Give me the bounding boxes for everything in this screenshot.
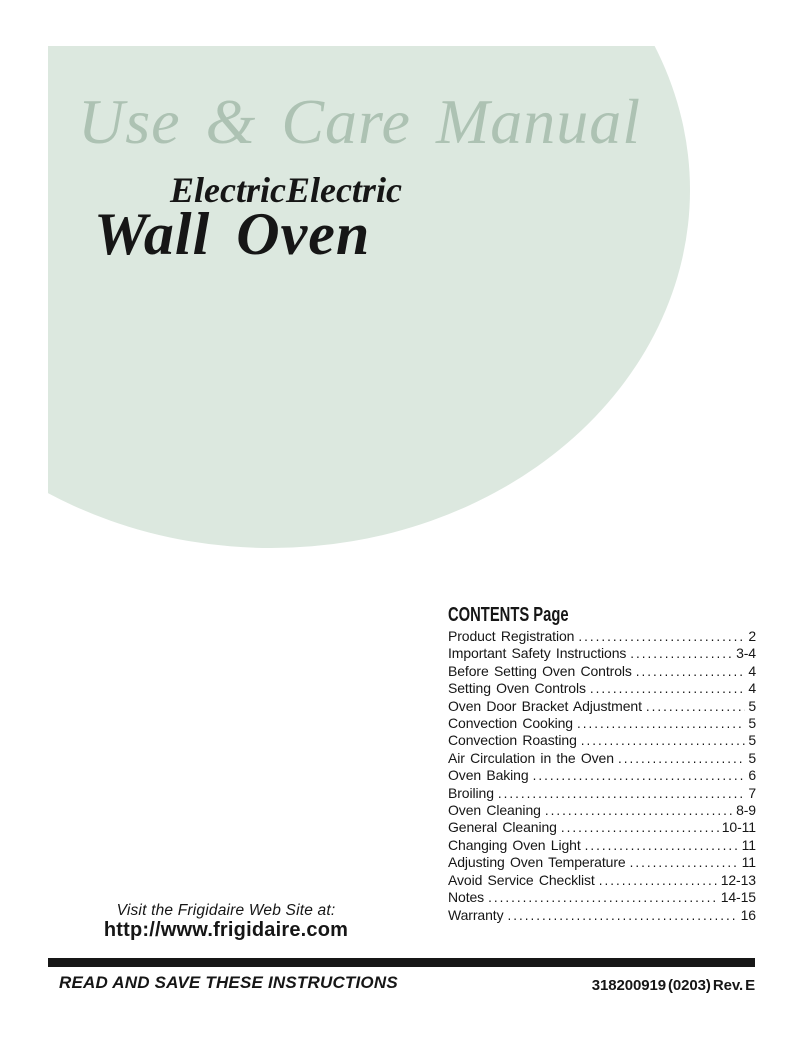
toc-item: Convection Roasting 5 xyxy=(448,732,756,749)
toc-item: Oven Door Bracket Adjustment 5 xyxy=(448,698,756,715)
part-number-text: 318200919 (0203) Rev. E xyxy=(591,977,755,994)
toc-item: Before Setting Oven Controls 4 xyxy=(448,663,756,680)
toc-item-page-number: 4 xyxy=(748,680,756,697)
toc-item-label: Important Safety Instructions xyxy=(448,645,627,662)
toc-item: Warranty 16 xyxy=(448,907,756,924)
toc-item-page-number: 7 xyxy=(748,784,756,801)
toc-item-page-number: 5 xyxy=(748,732,756,749)
toc-item-leader-dots xyxy=(590,680,745,697)
toc-item-leader-dots xyxy=(636,663,746,680)
toc-item-page-number: 6 xyxy=(748,767,756,784)
product-type-label: ElectricElectric xyxy=(170,170,402,210)
toc-item-page-number: 11 xyxy=(741,836,756,853)
toc-item: Convection Cooking 5 xyxy=(448,715,756,732)
toc-item-label: Convection Roasting xyxy=(448,732,577,749)
toc-item-label: Before Setting Oven Controls xyxy=(448,662,632,679)
toc-item: Adjusting Oven Temperature 11 xyxy=(448,854,756,871)
toc-item-label: Avoid Service Checklist xyxy=(448,871,595,888)
read-save-instructions-text: READ AND SAVE THESE INSTRUCTIONS xyxy=(59,973,398,992)
manual-script-title: Use & Care Manual xyxy=(78,86,642,157)
toc-item-leader-dots xyxy=(561,819,719,836)
toc-item: Setting Oven Controls 4 xyxy=(448,680,756,697)
toc-item-leader-dots xyxy=(578,628,745,645)
toc-item-page-number: 2 xyxy=(748,628,756,644)
toc-item-label: Product Registration xyxy=(448,628,575,644)
toc-item: Important Safety Instructions 3-4 xyxy=(448,645,756,662)
toc-item-page-number: 12-13 xyxy=(720,871,756,888)
separator-rule xyxy=(48,958,755,967)
toc-item-leader-dots xyxy=(630,645,733,662)
toc-item-page-number: 10-11 xyxy=(721,819,756,836)
toc-item-page-number: 14-15 xyxy=(720,889,756,906)
toc-item-page-number: 5 xyxy=(748,715,756,732)
toc-item-leader-dots xyxy=(533,767,746,784)
toc-item-label: Notes xyxy=(448,889,485,906)
toc-item: Oven Cleaning 8-9 xyxy=(448,802,756,819)
toc-item-leader-dots xyxy=(581,732,746,749)
toc-item-label: Changing Oven Light xyxy=(448,836,581,853)
toc-item-leader-dots xyxy=(630,854,739,871)
toc-item-page-number: 8-9 xyxy=(736,802,756,819)
toc-item-page-number: 4 xyxy=(748,662,756,679)
toc-item-label: Convection Cooking xyxy=(448,715,573,732)
toc-item-leader-dots xyxy=(618,750,745,767)
toc-item: Product Registration 2 xyxy=(448,628,756,645)
toc-item: Broiling 7 xyxy=(448,785,756,802)
toc-item: Changing Oven Light 11 xyxy=(448,837,756,854)
toc-item-page-number: 16 xyxy=(740,906,756,923)
contents-heading: CONTENTS Page xyxy=(448,603,569,626)
website-visit-text: Visit the Frigidaire Web Site at: xyxy=(116,902,336,919)
toc-item-leader-dots xyxy=(599,872,718,889)
toc-item-leader-dots xyxy=(488,889,718,906)
toc-item-page-number: 3-4 xyxy=(736,645,756,662)
toc-item-label: General Cleaning xyxy=(448,819,557,836)
toc-item-leader-dots xyxy=(577,715,745,732)
toc-item-label: Oven Baking xyxy=(448,767,529,784)
toc-item-page-number: 5 xyxy=(748,749,756,766)
toc-item-label: Broiling xyxy=(448,784,494,801)
toc-item-page-number: 5 xyxy=(748,697,756,714)
website-url-text: http://www.frigidaire.com xyxy=(103,919,349,941)
toc-item-leader-dots xyxy=(545,802,733,819)
toc-item-page-number: 11 xyxy=(741,854,756,871)
toc-item-label: Warranty xyxy=(448,906,504,923)
toc-item: General Cleaning 10-11 xyxy=(448,819,756,836)
contents-section: CONTENTS Page Product Registration 2 Imp… xyxy=(448,604,756,924)
toc-item-leader-dots xyxy=(498,785,745,802)
toc-item-leader-dots xyxy=(646,698,745,715)
toc-item-label: Oven Door Bracket Adjustment xyxy=(448,697,642,714)
toc-item-leader-dots xyxy=(585,837,739,854)
toc-item-label: Oven Cleaning xyxy=(448,802,541,819)
toc-item-label: Setting Oven Controls xyxy=(448,680,586,697)
website-block: Visit the Frigidaire Web Site at: http:/… xyxy=(70,902,382,941)
toc-item: Oven Baking 6 xyxy=(448,767,756,784)
toc-item: Avoid Service Checklist 12-13 xyxy=(448,872,756,889)
toc-item: Air Circulation in the Oven 5 xyxy=(448,750,756,767)
toc-list: Product Registration 2 Important Safety … xyxy=(448,628,756,924)
product-name-title: Wall Oven xyxy=(94,201,371,267)
toc-item-leader-dots xyxy=(507,907,737,924)
toc-item: Notes 14-15 xyxy=(448,889,756,906)
toc-item-label: Adjusting Oven Temperature xyxy=(448,854,626,871)
toc-item-label: Air Circulation in the Oven xyxy=(448,749,614,766)
